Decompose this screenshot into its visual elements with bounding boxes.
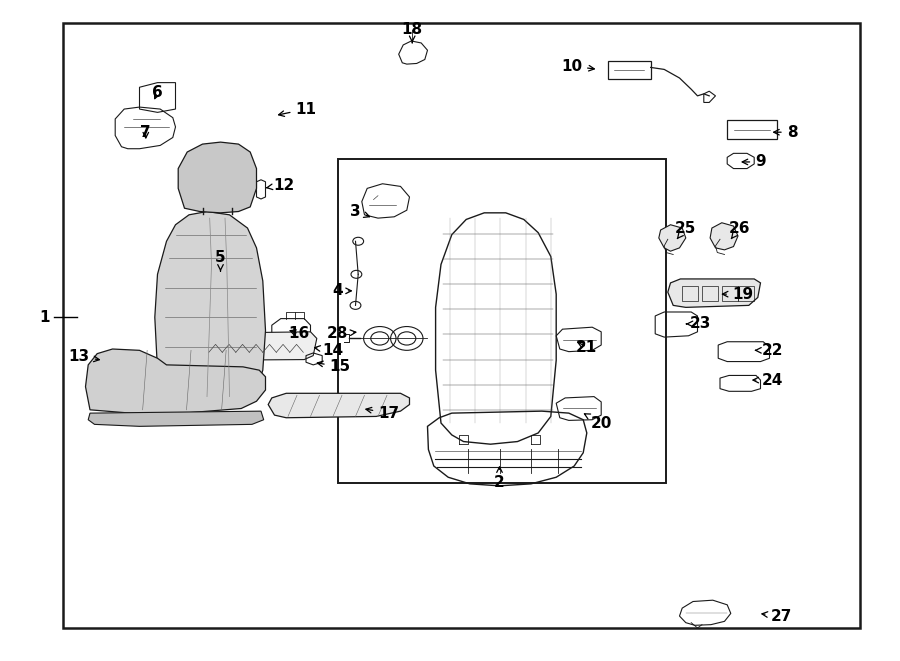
Polygon shape bbox=[155, 212, 266, 403]
Text: 26: 26 bbox=[729, 221, 751, 239]
Text: 5: 5 bbox=[215, 251, 226, 271]
Text: 1: 1 bbox=[40, 310, 50, 325]
Text: 25: 25 bbox=[675, 221, 697, 239]
Bar bbox=[682, 286, 698, 301]
Text: 16: 16 bbox=[288, 327, 310, 341]
Text: 19: 19 bbox=[723, 287, 753, 301]
Text: 12: 12 bbox=[266, 178, 294, 192]
Polygon shape bbox=[659, 225, 686, 251]
Bar bbox=[338, 159, 666, 483]
Text: 27: 27 bbox=[762, 609, 792, 623]
Text: 11: 11 bbox=[279, 102, 317, 116]
Text: 24: 24 bbox=[753, 373, 783, 387]
Bar bbox=[727, 120, 777, 139]
Text: 15: 15 bbox=[318, 360, 351, 374]
Text: 17: 17 bbox=[366, 406, 400, 420]
Text: 20: 20 bbox=[584, 414, 612, 430]
Polygon shape bbox=[88, 411, 264, 426]
Text: 18: 18 bbox=[401, 22, 423, 43]
Bar bbox=[702, 286, 718, 301]
Polygon shape bbox=[86, 349, 266, 414]
Bar bbox=[608, 61, 651, 79]
Bar bbox=[722, 286, 738, 301]
Polygon shape bbox=[268, 393, 410, 418]
Text: 2: 2 bbox=[494, 467, 505, 490]
Text: 10: 10 bbox=[561, 59, 594, 73]
Text: 3: 3 bbox=[350, 204, 370, 219]
Polygon shape bbox=[178, 142, 256, 213]
Bar bbox=[63, 23, 860, 628]
Text: 21: 21 bbox=[576, 340, 598, 354]
Text: 8: 8 bbox=[774, 125, 797, 139]
Polygon shape bbox=[710, 223, 738, 250]
Bar bbox=[738, 286, 754, 301]
Text: 9: 9 bbox=[742, 155, 766, 169]
Text: 22: 22 bbox=[755, 343, 783, 358]
Text: 23: 23 bbox=[687, 317, 711, 331]
Polygon shape bbox=[196, 332, 317, 360]
Polygon shape bbox=[668, 279, 760, 307]
Text: 4: 4 bbox=[332, 284, 351, 298]
Text: 6: 6 bbox=[152, 85, 163, 100]
Text: 14: 14 bbox=[315, 343, 344, 358]
Text: 13: 13 bbox=[68, 350, 99, 364]
Text: 7: 7 bbox=[140, 125, 151, 139]
Text: 28: 28 bbox=[327, 327, 356, 341]
